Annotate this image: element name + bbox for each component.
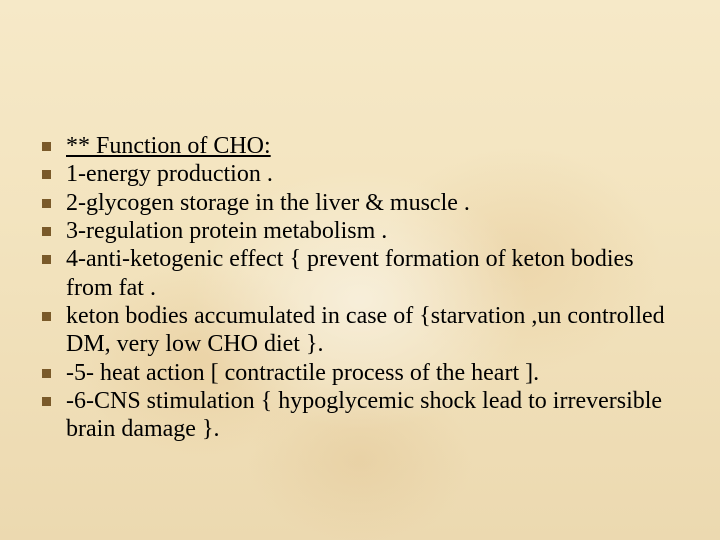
list-item: keton bodies accumulated in case of {sta…: [34, 302, 686, 359]
item-text: 2-glycogen storage in the liver & muscle…: [66, 190, 470, 216]
list-item: 1-energy production .: [34, 160, 686, 188]
item-text: -5- heat action [ contractile process of…: [66, 360, 539, 386]
slide: ** Function of CHO: 1-energy production …: [0, 0, 720, 540]
list-item: ** Function of CHO:: [34, 132, 686, 160]
list-item: -6-CNS stimulation { hypoglycemic shock …: [34, 387, 686, 444]
item-text: 1-energy production .: [66, 161, 273, 187]
item-text: 4-anti-ketogenic effect { prevent format…: [66, 246, 634, 300]
list-item: 3-regulation protein metabolism .: [34, 217, 686, 245]
item-text: -6-CNS stimulation { hypoglycemic shock …: [66, 388, 662, 442]
heading-text: ** Function of CHO:: [66, 133, 271, 159]
item-text: keton bodies accumulated in case of {sta…: [66, 303, 665, 357]
item-text: 3-regulation protein metabolism .: [66, 218, 387, 244]
slide-content: ** Function of CHO: 1-energy production …: [34, 132, 686, 443]
list-item: 4-anti-ketogenic effect { prevent format…: [34, 245, 686, 302]
list-item: -5- heat action [ contractile process of…: [34, 359, 686, 387]
bullet-list: ** Function of CHO: 1-energy production …: [34, 132, 686, 443]
list-item: 2-glycogen storage in the liver & muscle…: [34, 189, 686, 217]
